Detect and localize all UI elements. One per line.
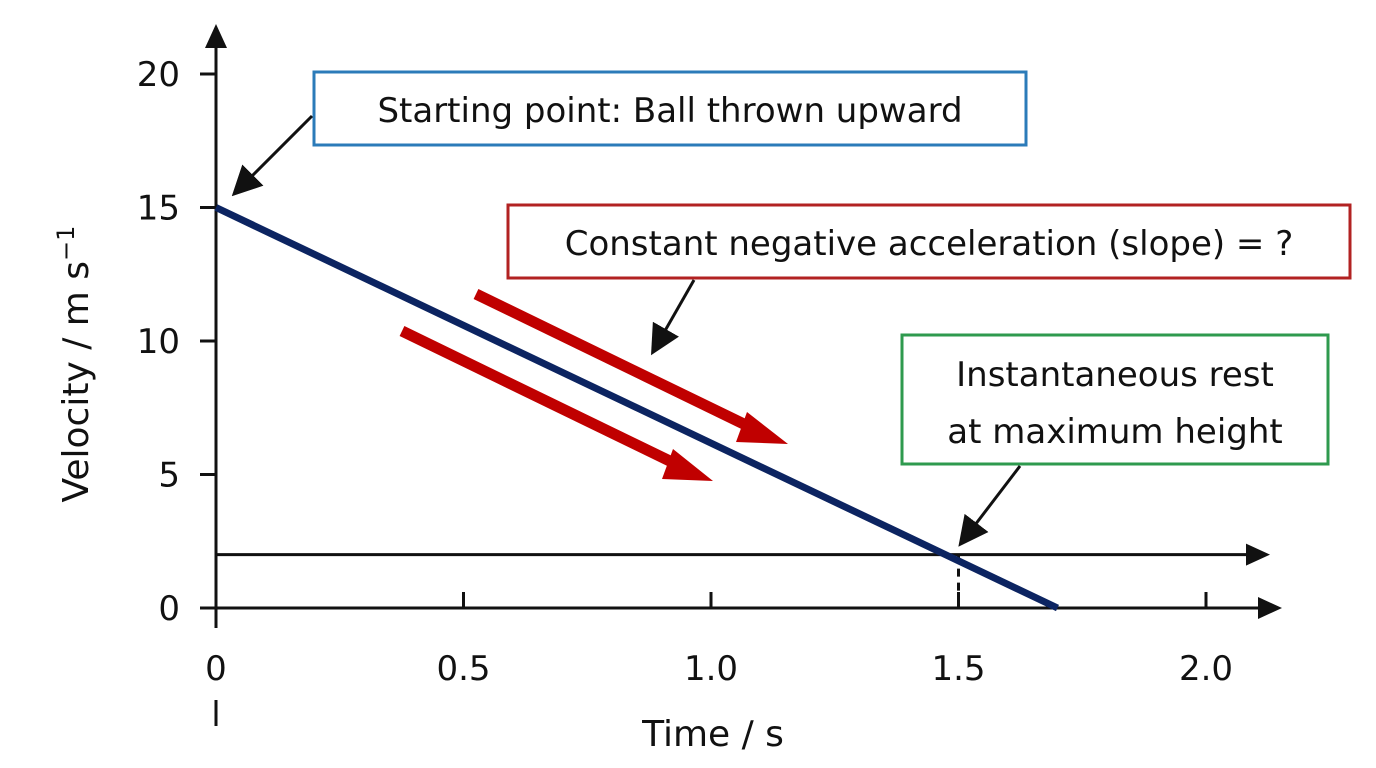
accent-arrow-upper-head-icon — [736, 412, 788, 444]
annotation-start: Starting point: Ball thrown upward — [231, 70, 1028, 197]
annotation-start-text: Starting point: Ball thrown upward — [377, 91, 962, 131]
annotation-rest-box — [900, 333, 1330, 466]
annotation-rest: Instantaneous rest at maximum height — [900, 333, 1330, 547]
y-tick-label: 10 — [137, 322, 180, 362]
annotation-slope: Constant negative acceleration (slope) =… — [506, 203, 1352, 356]
reference-lines — [216, 543, 1270, 608]
reference-line-arrow-icon — [1246, 543, 1270, 566]
x-axis-arrow-icon — [1258, 597, 1282, 619]
x-tick-label: 1.0 — [684, 649, 738, 689]
axes — [200, 24, 1282, 726]
accent-arrow-lower — [399, 326, 681, 470]
y-axis-arrow-icon — [205, 24, 227, 48]
accent-arrow-lower-head-icon — [662, 449, 713, 481]
y-axis-title-main: Velocity / m s — [56, 261, 97, 503]
x-tick-label: 0 — [205, 649, 227, 689]
y-tick-label: 15 — [137, 189, 180, 229]
annotation-slope-pointer — [651, 279, 696, 356]
slope-accent-arrows — [399, 289, 788, 481]
y-tick-label: 20 — [137, 55, 180, 95]
annotation-slope-text: Constant negative acceleration (slope) =… — [565, 224, 1294, 264]
series-line — [214, 204, 1060, 612]
annotation-start-pointer — [231, 114, 314, 197]
x-tick-label: 2.0 — [1179, 649, 1233, 689]
y-tick-label: 0 — [158, 589, 180, 629]
annotation-rest-line-1: Instantaneous rest — [956, 355, 1274, 395]
x-tick-label: 1.5 — [931, 649, 985, 689]
annotation-slope-box — [506, 203, 1352, 280]
y-axis-title-superscript: −1 — [52, 226, 80, 261]
annotation-rest-line-2: at maximum height — [947, 412, 1282, 452]
accent-arrow-upper — [473, 289, 755, 433]
x-ticks: 0 0.5 1.0 1.5 2.0 — [205, 592, 1233, 689]
annotation-rest-pointer — [958, 465, 1022, 547]
annotation-start-box — [312, 70, 1028, 147]
y-ticks: 0 5 10 15 20 — [137, 55, 216, 629]
y-tick-label: 5 — [158, 456, 180, 496]
y-axis-title: Velocity / m s−1 — [52, 226, 97, 503]
x-axis-title: Time / s — [641, 714, 784, 755]
x-tick-label: 0.5 — [436, 649, 490, 689]
